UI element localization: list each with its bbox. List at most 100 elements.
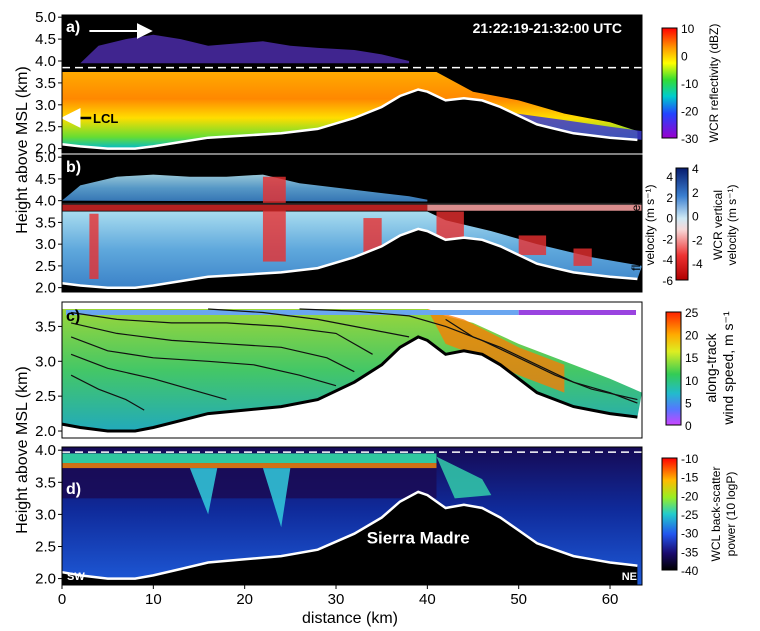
panel-b-label: b) bbox=[66, 159, 81, 176]
colorbar-tick-c: 10 bbox=[685, 374, 699, 388]
colorbar-tick-c: 5 bbox=[685, 396, 692, 410]
colorbar-b-tick-left: -4 bbox=[662, 253, 673, 267]
y-tick-label: 3.0 bbox=[35, 353, 56, 370]
panel-a-terrain-line bbox=[61, 88, 638, 150]
panel-a-reflectivity: LCL a) 21:22:19-21:32:00 UTC bbox=[60, 14, 643, 154]
panel-d-backscatter: d) Sierra Madre SW NE bbox=[61, 446, 643, 586]
y-tick-label: 3.0 bbox=[35, 236, 56, 253]
colorbar-b-title-left-2: velocity (m s⁻¹) bbox=[643, 184, 657, 265]
y-tick-label: 4.5 bbox=[35, 31, 56, 48]
y-tick-label: 3.5 bbox=[35, 214, 56, 231]
panel-d-precip-shaft bbox=[262, 468, 291, 528]
y-tick-label: 4.0 bbox=[35, 442, 56, 459]
colorbar-b-tick-left: 2 bbox=[666, 191, 673, 205]
colorbar-b bbox=[675, 167, 689, 281]
panel-c-streamline bbox=[70, 353, 227, 401]
panel-d-lee-echo bbox=[436, 456, 492, 499]
panel-c-streamline bbox=[70, 322, 355, 373]
panel-d-label: d) bbox=[66, 481, 81, 498]
colorbar-b-tick-left: 0 bbox=[666, 212, 673, 226]
y-tick-label: 2.5 bbox=[35, 119, 56, 136]
colorbar-c-title-1: along-track bbox=[703, 332, 719, 402]
panel-b-updraft-patch bbox=[363, 218, 382, 253]
panel-c-wind-speed: c) bbox=[61, 301, 643, 439]
y-tick-label: 3.5 bbox=[35, 474, 56, 491]
y-tick-label: 2.0 bbox=[35, 141, 56, 158]
y-tick-label: 3.0 bbox=[35, 97, 56, 114]
y-tick-label: 2.5 bbox=[35, 388, 56, 405]
y-tick-label: 2.5 bbox=[35, 258, 56, 275]
colorbar-b-title-right-1: WCR vertical bbox=[711, 190, 725, 260]
y-axis-label-bottom: Height above MSL (km) bbox=[14, 366, 31, 533]
panel-a-label: a) bbox=[66, 19, 80, 36]
y-tick-label: 4.5 bbox=[35, 171, 56, 188]
panel-b-flightlevel-velocity-west bbox=[62, 204, 428, 211]
panel-c-streamline bbox=[70, 374, 145, 411]
panel-d-cloud-band bbox=[62, 453, 437, 464]
colorbar-tick-a: 10 bbox=[681, 22, 695, 36]
panel-b-cloud bbox=[62, 211, 642, 288]
colorbars: 100-10-20-30 WCR reflectivity (dBZ)420-2-… bbox=[629, 22, 739, 578]
y-tick-label: 3.5 bbox=[35, 75, 56, 92]
y-tick-label: 2.5 bbox=[35, 538, 56, 555]
y-tick-label: 3.0 bbox=[35, 506, 56, 523]
panel-b-vertical-velocity: b) bbox=[61, 154, 643, 293]
panel-b-upper-echo bbox=[62, 174, 428, 202]
x-tick-label: 30 bbox=[328, 591, 345, 608]
panel-a-cloud bbox=[62, 71, 638, 149]
colorbar-tick-a: -10 bbox=[681, 77, 699, 91]
panel-c-streamline bbox=[70, 336, 337, 387]
x-tick-label: 0 bbox=[58, 591, 66, 608]
panel-a-frame bbox=[61, 14, 643, 154]
colorbar-b-tick-right: 0 bbox=[692, 210, 699, 224]
panel-b-frame bbox=[61, 154, 643, 293]
colorbar-tick-d: -40 bbox=[681, 564, 699, 578]
y-tick-label: 4.0 bbox=[35, 53, 56, 70]
panel-c-flightlevel-wind-west bbox=[66, 310, 519, 315]
panel-b-updraft-patch bbox=[436, 211, 464, 240]
panel-c-streamline bbox=[445, 318, 638, 404]
colorbar-tick-a: -30 bbox=[681, 132, 699, 146]
panel-c-frame bbox=[61, 301, 643, 439]
y-tick-label: 2.0 bbox=[35, 280, 56, 297]
panel-d-attenuated bbox=[62, 468, 437, 499]
y-tick-label: 2.0 bbox=[35, 571, 56, 588]
x-axis-label: distance (km) bbox=[302, 610, 398, 627]
colorbar-tick-d: -25 bbox=[681, 508, 699, 522]
colorbar-d-title-2: power (10 logP) bbox=[724, 472, 738, 557]
panel-c-streamline bbox=[71, 311, 373, 355]
panel-b-updraft-patch bbox=[262, 176, 286, 262]
panel-d-terrain-line bbox=[61, 490, 638, 580]
colorbar-tick-d: -20 bbox=[681, 489, 699, 503]
colorbar-b-title-right-2: velocity (m s⁻¹) bbox=[725, 184, 739, 265]
y-tick-label: 2.0 bbox=[35, 423, 56, 440]
panel-d-frame bbox=[61, 446, 643, 586]
colorbar-a-title: WCR reflectivity (dBZ) bbox=[707, 24, 721, 143]
colorbar-c-title-2: wind speed, m s⁻¹ bbox=[720, 311, 736, 426]
colorbar-d-title-1: WCL back-scatter bbox=[709, 467, 723, 562]
y-tick-label: 3.5 bbox=[35, 318, 56, 335]
colorbar-b-tick-left: 4 bbox=[666, 170, 673, 184]
colorbar-b-title-left-1: flightlevel vertical bbox=[629, 179, 643, 270]
y-tick-label: 4.0 bbox=[35, 193, 56, 210]
panel-c-flightlevel-wind-east bbox=[518, 310, 636, 315]
x-tick-label: 10 bbox=[145, 591, 162, 608]
colorbar-tick-d: -15 bbox=[681, 471, 699, 485]
panel-a-time-label: 21:22:19-21:32:00 UTC bbox=[473, 20, 622, 36]
x-tick-label: 60 bbox=[602, 591, 619, 608]
panel-b-flightlevel-velocity-east bbox=[427, 204, 642, 211]
colorbar-a bbox=[661, 27, 678, 139]
colorbar-b-tick-right: -4 bbox=[692, 257, 703, 271]
panel-d-ne-label: NE bbox=[622, 571, 637, 583]
panel-d-precip-shaft bbox=[189, 468, 218, 515]
x-tick-label: 50 bbox=[510, 591, 527, 608]
y-tick-label: 5.0 bbox=[35, 149, 56, 166]
panel-b-updraft-patch bbox=[573, 248, 592, 266]
y-axis-label-top: Height above MSL (km) bbox=[14, 66, 31, 233]
panel-d-cloud-base bbox=[62, 463, 437, 469]
x-tick-label: 20 bbox=[236, 591, 253, 608]
axes-text: 2.02.53.03.54.04.55.02.02.53.03.54.04.55… bbox=[35, 9, 618, 608]
colorbar-tick-a: 0 bbox=[681, 50, 688, 64]
panel-a-downwind-echo bbox=[500, 111, 642, 140]
